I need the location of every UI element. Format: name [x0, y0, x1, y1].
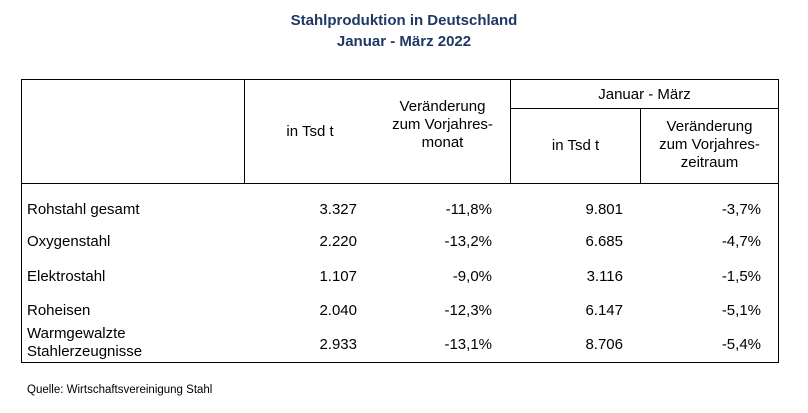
row-value-change-period: -5,4%: [721, 336, 761, 353]
header-tsd: in Tsd t: [286, 123, 334, 140]
row-value-tsd: 2.933: [319, 336, 357, 353]
row-label-rohstahl: Rohstahl gesamt: [27, 201, 140, 218]
header-group-period: Januar - März: [598, 86, 691, 103]
header-change-period-line2: zum Vorjahres-: [659, 136, 760, 153]
header-change-period: Veränderung zum Vorjahres- zeitraum: [641, 118, 778, 172]
row-value-change-month: -13,2%: [444, 233, 492, 250]
row-label-warmgewalzte: Warmgewalzte Stahlerzeugnisse: [27, 325, 142, 361]
table-title: Stahlproduktion in Deutschland: [290, 12, 518, 29]
row-value-change-month: -11,8%: [445, 201, 492, 218]
header-change-month-line1: Veränderung: [399, 98, 486, 115]
row-value-tsd-period: 3.116: [586, 268, 623, 285]
table-subtitle: Januar - März 2022: [336, 33, 472, 50]
row-value-change-period: -3,7%: [721, 201, 761, 218]
row-value-change-month: -9,0%: [452, 268, 492, 285]
row-label-line1: Warmgewalzte: [27, 325, 126, 342]
header-change-period-line1: Veränderung: [666, 118, 753, 135]
row-label-oxygenstahl: Oxygenstahl: [27, 233, 111, 250]
row-value-tsd-period: 8.706: [585, 336, 623, 353]
row-value-change-period: -5,1%: [721, 302, 761, 319]
row-value-tsd: 3.327: [319, 201, 357, 218]
row-value-change-period: -4,7%: [721, 233, 761, 250]
row-value-change-month: -13,1%: [444, 336, 492, 353]
row-value-change-period: -1,5%: [721, 268, 761, 285]
row-label-elektrostahl: Elektrostahl: [27, 268, 106, 285]
source-note: Quelle: Wirtschaftsvereinigung Stahl: [27, 384, 213, 396]
header-change-period-line3: zeitraum: [680, 154, 739, 171]
header-change-month: Veränderung zum Vorjahres- monat: [375, 98, 510, 152]
header-change-month-line2: zum Vorjahres-: [392, 116, 493, 133]
header-change-month-line3: monat: [421, 134, 464, 151]
row-value-change-month: -12,3%: [444, 302, 492, 319]
row-label-line2: Stahlerzeugnisse: [27, 343, 143, 360]
row-label-roheisen: Roheisen: [27, 302, 91, 319]
row-value-tsd-period: 6.685: [585, 233, 623, 250]
row-value-tsd: 2.220: [319, 233, 357, 250]
row-value-tsd: 2.040: [319, 302, 357, 319]
row-value-tsd-period: 6.147: [585, 302, 623, 319]
header-tsd-period: in Tsd t: [551, 137, 600, 154]
row-value-tsd: 1.107: [319, 268, 357, 285]
row-value-tsd-period: 9.801: [585, 201, 623, 218]
